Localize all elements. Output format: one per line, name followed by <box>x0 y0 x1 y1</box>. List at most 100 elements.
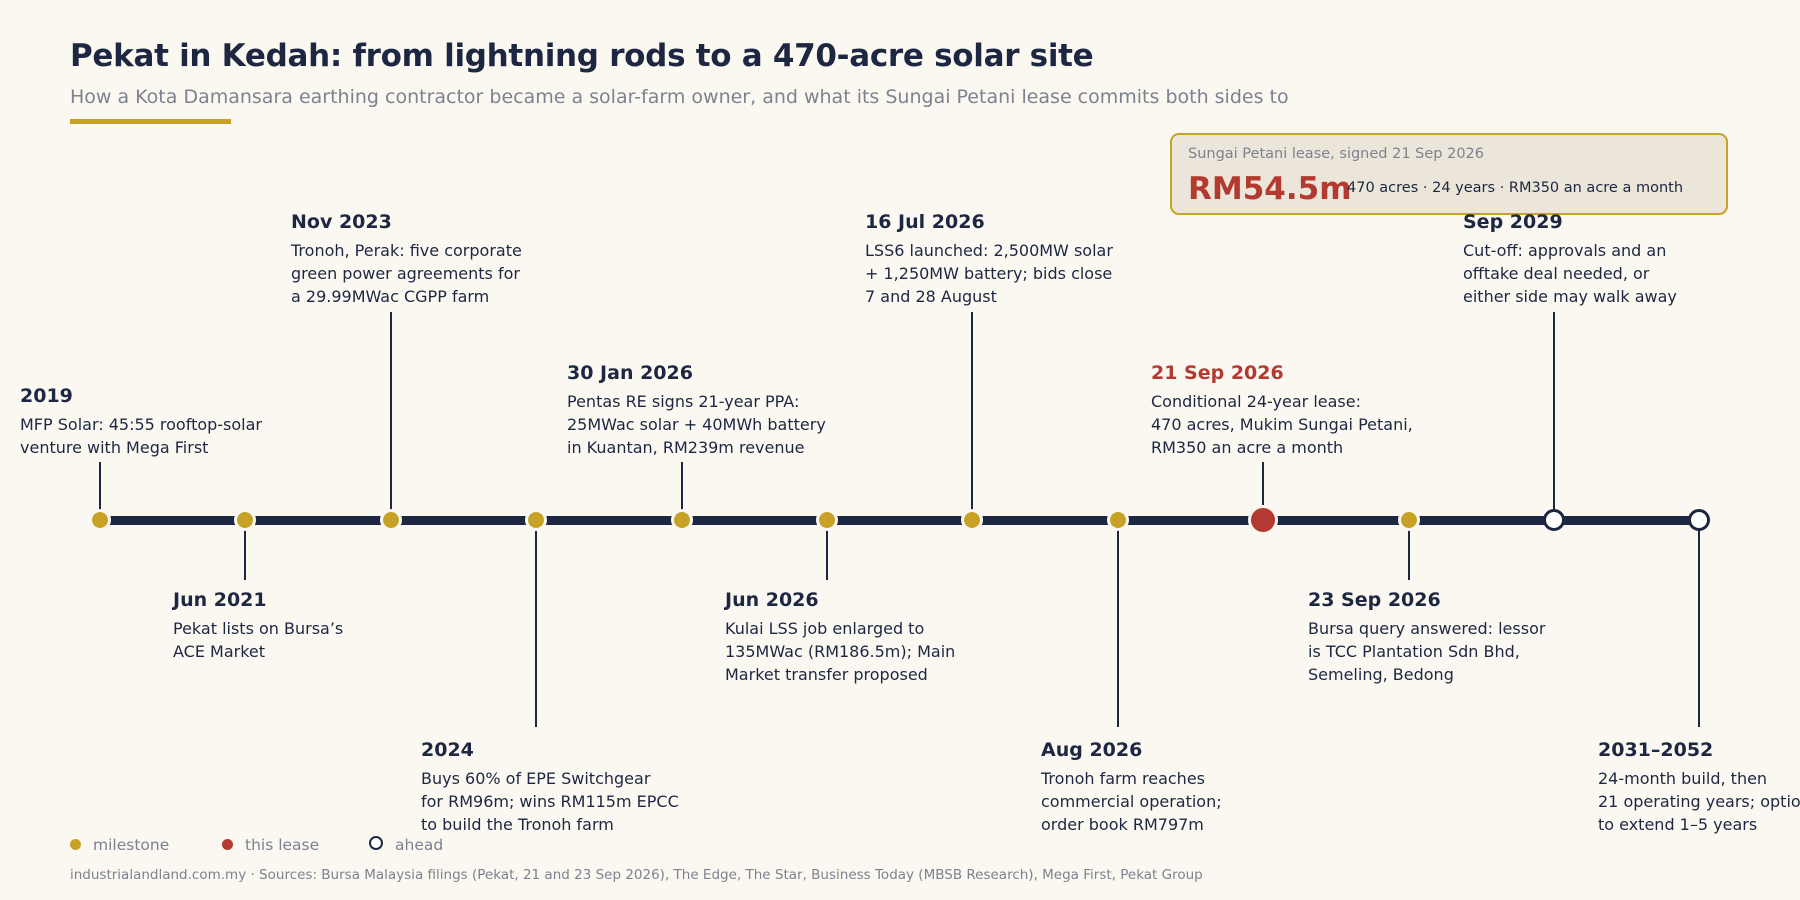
event-label: 2024 Buys 60% of EPE Switchgear for RM96m;… <box>421 739 679 836</box>
event-description-line: Semeling, Bedong <box>1308 665 1454 684</box>
event-description: Buys 60% of EPE Switchgear for RM96m; win… <box>421 767 679 836</box>
lease-marker-dot <box>1248 505 1278 535</box>
event-description: Tronoh, Perak: five corporate green power… <box>291 239 522 308</box>
event-description: Kulai LSS job enlarged to 135MWac (RM186.… <box>725 617 955 686</box>
event-label: 2031–2052 24-month build, then 21 operatin… <box>1598 739 1800 836</box>
legend-milestone: milestone <box>70 836 169 854</box>
event-label: 23 Sep 2026 Bursa query answered: lessor i… <box>1308 589 1545 686</box>
event-date: Sep 2029 <box>1463 211 1563 233</box>
event-description-line: RM350 an acre a month <box>1151 438 1344 457</box>
event-date: 2024 <box>421 739 474 761</box>
event-connector <box>390 312 392 520</box>
event-label: 21 Sep 2026 Conditional 24-year lease: 470… <box>1151 362 1413 459</box>
event-description-line: order book RM797m <box>1041 815 1204 834</box>
event-date: Jun 2026 <box>725 589 819 611</box>
event-date: 2019 <box>20 385 73 407</box>
future-marker-ring <box>1688 509 1710 531</box>
event-description: Tronoh farm reaches commercial operation;… <box>1041 767 1222 836</box>
event-date: 30 Jan 2026 <box>567 362 693 384</box>
event-description-line: 24-month build, then <box>1598 769 1768 788</box>
event-connector <box>681 462 683 520</box>
event-description: Conditional 24-year lease: 470 acres, Muk… <box>1151 390 1413 459</box>
event-description-line: Kulai LSS job enlarged to <box>725 619 925 638</box>
event-description-line: to extend 1–5 years <box>1598 815 1758 834</box>
future-marker-ring <box>1543 509 1565 531</box>
milestone-marker-dot <box>1107 509 1129 531</box>
event-description-line: 470 acres, Mukim Sungai Petani, <box>1151 415 1413 434</box>
ahead-ring-icon <box>369 836 383 850</box>
milestone-marker-dot <box>816 509 838 531</box>
event-description-line: ACE Market <box>173 642 266 661</box>
event-description-line: offtake deal needed, or <box>1463 264 1650 283</box>
event-description: LSS6 launched: 2,500MW solar + 1,250MW ba… <box>865 239 1113 308</box>
event-description-line: Market transfer proposed <box>725 665 928 684</box>
event-description-line: to build the Tronoh farm <box>421 815 614 834</box>
event-label: Jun 2026 Kulai LSS job enlarged to 135MWac… <box>725 589 955 686</box>
lease-callout-caption: Sungai Petani lease, signed 21 Sep 2026 <box>1188 146 1484 162</box>
lease-callout-value: RM54.5m <box>1188 171 1352 207</box>
legend-milestone-label: milestone <box>93 836 170 854</box>
event-description-line: Cut-off: approvals and an <box>1463 241 1667 260</box>
lease-dot-icon <box>222 839 233 850</box>
event-description: Bursa query answered: lessor is TCC Plant… <box>1308 617 1545 686</box>
event-description-line: 135MWac (RM186.5m); Main <box>725 642 956 661</box>
event-date: 2031–2052 <box>1598 739 1714 761</box>
event-description-line: in Kuantan, RM239m revenue <box>567 438 805 457</box>
event-description-line: Tronoh farm reaches <box>1041 769 1205 788</box>
milestone-marker-dot <box>671 509 693 531</box>
milestone-marker-dot <box>961 509 983 531</box>
event-date: 23 Sep 2026 <box>1308 589 1441 611</box>
event-description-line: is TCC Plantation Sdn Bhd, <box>1308 642 1520 661</box>
milestone-marker-dot <box>380 509 402 531</box>
page-subtitle: How a Kota Damansara earthing contractor… <box>70 86 1289 108</box>
event-description-line: 25MWac solar + 40MWh battery <box>567 415 826 434</box>
event-label: 2019 MFP Solar: 45:55 rooftop-solar ventur… <box>20 385 262 459</box>
event-description-line: Conditional 24-year lease: <box>1151 392 1361 411</box>
event-connector <box>1698 520 1700 727</box>
lease-callout-details: 470 acres · 24 years · RM350 an acre a m… <box>1347 180 1684 196</box>
event-connector <box>1553 312 1555 520</box>
event-label: Jun 2021 Pekat lists on Bursa’s ACE Market <box>173 589 343 663</box>
event-description-line: 21 operating years; option <box>1598 792 1800 811</box>
footer-sources: industrialandland.com.my · Sources: Burs… <box>70 867 1203 883</box>
event-date: Jun 2021 <box>173 589 267 611</box>
milestone-marker-dot <box>1398 509 1420 531</box>
event-description-line: Pekat lists on Bursa’s <box>173 619 344 638</box>
event-label: 16 Jul 2026 LSS6 launched: 2,500MW solar +… <box>865 211 1113 308</box>
event-description-line: either side may walk away <box>1463 287 1677 306</box>
milestone-marker-dot <box>234 509 256 531</box>
event-label: 30 Jan 2026 Pentas RE signs 21-year PPA: 2… <box>567 362 826 459</box>
event-date: 16 Jul 2026 <box>865 211 985 233</box>
milestone-marker-dot <box>89 509 111 531</box>
event-description-line: Pentas RE signs 21-year PPA: <box>567 392 800 411</box>
legend-lease: this lease <box>222 836 319 854</box>
page-title: Pekat in Kedah: from lightning rods to a… <box>70 38 1094 74</box>
event-date: Aug 2026 <box>1041 739 1143 761</box>
event-connector <box>971 312 973 520</box>
lease-callout: Sungai Petani lease, signed 21 Sep 2026 … <box>1170 133 1728 215</box>
event-description: Pekat lists on Bursa’s ACE Market <box>173 617 343 663</box>
timeline-axis <box>90 516 1702 525</box>
event-description-line: 7 and 28 August <box>865 287 997 306</box>
event-description-line: venture with Mega First <box>20 438 209 457</box>
legend-lease-label: this lease <box>245 836 320 854</box>
event-description-line: + 1,250MW battery; bids close <box>865 264 1113 283</box>
event-label: Sep 2029 Cut-off: approvals and an offtake… <box>1463 211 1677 308</box>
event-description: MFP Solar: 45:55 rooftop-solar venture wi… <box>20 413 262 459</box>
event-connector <box>1408 520 1410 580</box>
event-connector <box>826 520 828 580</box>
event-date: Nov 2023 <box>291 211 392 233</box>
title-underline <box>70 119 231 124</box>
event-description-line: Bursa query answered: lessor <box>1308 619 1546 638</box>
event-description-line: Buys 60% of EPE Switchgear <box>421 769 651 788</box>
event-description-line: MFP Solar: 45:55 rooftop-solar <box>20 415 263 434</box>
milestone-marker-dot <box>525 509 547 531</box>
legend-ahead: ahead <box>369 836 443 854</box>
event-connector <box>244 520 246 580</box>
event-description-line: for RM96m; wins RM115m EPCC <box>421 792 679 811</box>
event-date: 21 Sep 2026 <box>1151 362 1284 384</box>
legend-ahead-label: ahead <box>395 836 444 854</box>
event-description: Pentas RE signs 21-year PPA: 25MWac solar… <box>567 390 826 459</box>
event-description-line: Tronoh, Perak: five corporate <box>291 241 522 260</box>
event-connector <box>99 462 101 520</box>
